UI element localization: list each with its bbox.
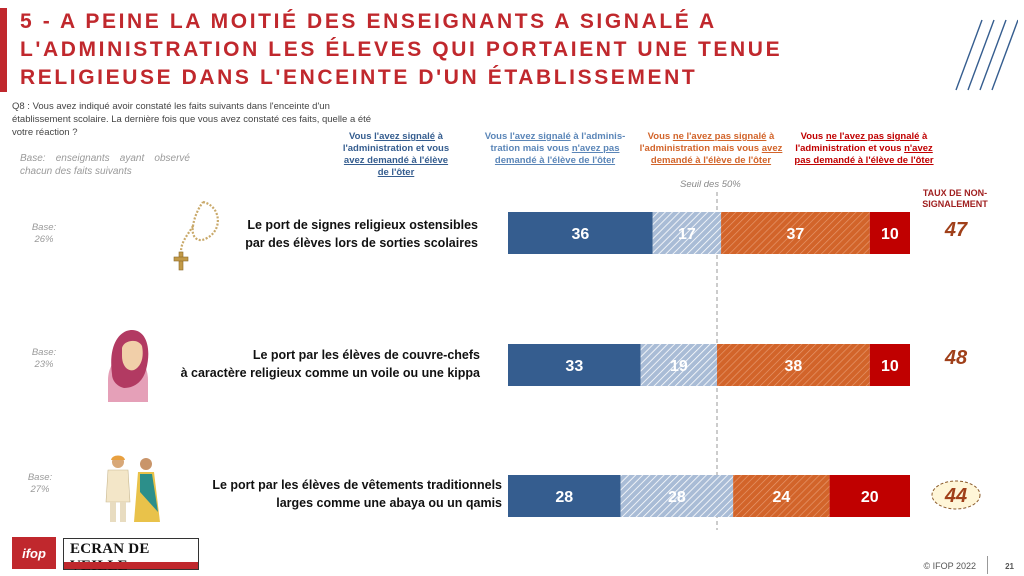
bar-value-label: 20 [861, 489, 879, 506]
row-label-1: Le port de signes religieux ostensibles p… [245, 218, 478, 250]
bar-value-label: 28 [555, 489, 573, 506]
footer-separator [987, 556, 988, 574]
bar-value-label: 10 [881, 226, 899, 243]
base-note-line1: Base: enseignants ayant observé [20, 153, 190, 164]
taux-value: 44 [944, 485, 967, 507]
bar-segment [508, 475, 621, 517]
legend-item-3: Vous ne l'avez pas signalé à l'administr… [639, 131, 783, 166]
bar-segment [508, 212, 653, 254]
base-note-line2: chacun des faits suivants [20, 166, 132, 177]
legend-item-4: Vous ne l'avez pas signalé à l'administr… [794, 131, 934, 166]
row-base-3: Base: 27% [27, 472, 53, 495]
ecran-de-veille-logo: ECRAN DE VEILLE [63, 538, 199, 574]
bar-value-label: 36 [571, 226, 589, 243]
taux-value: 47 [944, 219, 968, 241]
row-base-1: Base: 26% [31, 222, 57, 245]
question-text: Q8 : Vous avez indiqué avoir constaté le… [12, 101, 372, 138]
title-accent-bar [0, 8, 7, 92]
bar-segment [717, 344, 870, 386]
taux-header: TAUX DE NON-SIGNALEMENT [922, 188, 988, 209]
bar-value-label: 37 [787, 226, 805, 243]
base-note: Base: enseignants ayant observé chacun d… [20, 152, 190, 178]
row-base-2: Base: 23% [31, 347, 57, 370]
row-label-3: Le port par les élèves de vêtements trad… [212, 478, 502, 510]
bar-segment [508, 344, 641, 386]
bar-segment [869, 212, 910, 254]
highlight-circle [931, 480, 981, 510]
bar-segment [652, 212, 722, 254]
threshold-label: Seuil des 50% [680, 179, 741, 190]
bar-segment [733, 475, 830, 517]
taux-value: 48 [944, 347, 968, 369]
bar-value-label: 19 [670, 358, 688, 375]
bar-value-label: 24 [772, 489, 790, 506]
traditional-clothing-couple-icon [105, 455, 160, 522]
bar-segment [721, 212, 870, 254]
ifop-logo: ifop [12, 537, 56, 569]
footer-copyright: © IFOP 2022 [923, 561, 977, 571]
bar-segment [620, 475, 734, 517]
bar-value-label: 28 [668, 489, 686, 506]
decorative-lines-icon [955, 19, 1018, 91]
legend-item-1: Vous l'avez signalé à l'administration e… [342, 131, 450, 178]
bar-segment [640, 344, 718, 386]
bar-value-label: 17 [678, 226, 696, 243]
bar-segment [829, 475, 910, 517]
page-title: 5 - A PEINE LA MOITIÉ DES ENSEIGNANTS A … [20, 10, 783, 89]
bar-value-label: 38 [785, 358, 803, 375]
legend-item-2: Vous l'avez signalé à l'adminis-tration … [484, 131, 626, 166]
page-number: 21 [1005, 562, 1014, 571]
bar-segment [869, 344, 910, 386]
hijab-woman-icon [108, 330, 149, 402]
bar-value-label: 33 [565, 358, 583, 375]
bar-value-label: 10 [881, 358, 899, 375]
rosary-icon [173, 200, 219, 271]
row-label-2: Le port par les élèves de couvre-chefs à … [180, 348, 480, 380]
